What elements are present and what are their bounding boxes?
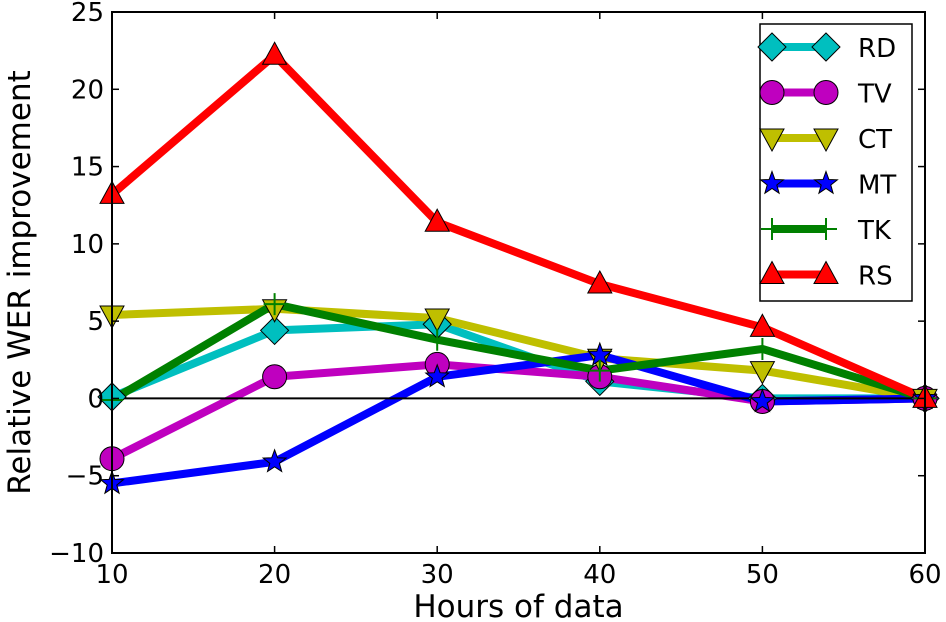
y-tick-label: −5 (66, 462, 104, 492)
legend-box (759, 23, 913, 302)
legend-item-rd: RD (757, 32, 896, 64)
legend-item-rs: RS (759, 260, 893, 292)
legend-marker (757, 32, 787, 62)
x-tick-label: 60 (908, 560, 941, 590)
legend-item-mt: MT (759, 170, 896, 201)
y-tick-label: 15 (71, 153, 104, 183)
x-tick-label: 30 (421, 560, 454, 590)
legend-item-tk: TK (761, 216, 892, 246)
y-tick-label: 5 (87, 307, 104, 337)
legend-label: MT (858, 171, 896, 201)
legend-marker (759, 128, 785, 153)
legend-label: CT (858, 125, 892, 155)
legend-marker (813, 128, 839, 153)
y-tick-label: −10 (49, 539, 104, 569)
data-point-ct (424, 308, 451, 333)
data-point-rs (261, 41, 288, 65)
data-point-ct (749, 361, 776, 385)
data-point-rd (259, 315, 290, 346)
legend-item-tv: TV (759, 80, 892, 110)
legend-marker (761, 218, 783, 240)
series-line-tk (109, 300, 927, 404)
series-line-mt (111, 351, 926, 488)
legend-marker (813, 260, 839, 284)
legend-marker (811, 32, 841, 62)
x-tick-label: 50 (746, 560, 779, 590)
y-tick-label: 25 (71, 0, 104, 28)
ticks-layer: 10 20 30 40 50 60 −10 −5 0 5 10 15 20 25 (49, 0, 941, 590)
legend: RD TV CT MT TK RS (757, 23, 913, 302)
y-tick-label: 10 (71, 230, 104, 260)
y-tick-label: 0 (87, 384, 104, 414)
y-axis-label: Relative WER improvement (2, 70, 38, 495)
data-point-tk (426, 328, 449, 351)
legend-marker (759, 170, 785, 195)
data-point-tv (262, 364, 288, 390)
legend-item-ct: CT (759, 125, 892, 155)
data-point-mt (261, 448, 288, 473)
legend-marker (759, 260, 785, 284)
data-point-rs (424, 208, 451, 232)
legend-marker (759, 80, 785, 105)
plot-frame (111, 11, 926, 554)
legend-label: RD (858, 34, 896, 64)
legend-marker (813, 80, 839, 105)
x-tick-label: 40 (583, 560, 616, 590)
data-point-tk (751, 337, 774, 360)
markers-layer (97, 41, 940, 495)
x-tick-label: 20 (258, 560, 291, 590)
data-point-tk (263, 293, 286, 316)
legend-label: TV (857, 80, 892, 110)
legend-label: RS (858, 262, 893, 292)
legend-marker (815, 218, 837, 240)
series-line-ct (111, 304, 926, 403)
data-point-tk (588, 359, 611, 382)
data-point-rs (749, 313, 776, 337)
x-axis-label: Hours of data (413, 589, 623, 622)
data-point-rs (586, 270, 613, 294)
data-point-mt (424, 363, 450, 388)
y-tick-label: 20 (71, 75, 104, 105)
legend-label: TK (857, 216, 892, 246)
data-point-mt (749, 388, 776, 413)
series-line-rs (109, 51, 927, 403)
x-tick-label: 10 (95, 560, 128, 590)
legend-marker (813, 170, 839, 195)
